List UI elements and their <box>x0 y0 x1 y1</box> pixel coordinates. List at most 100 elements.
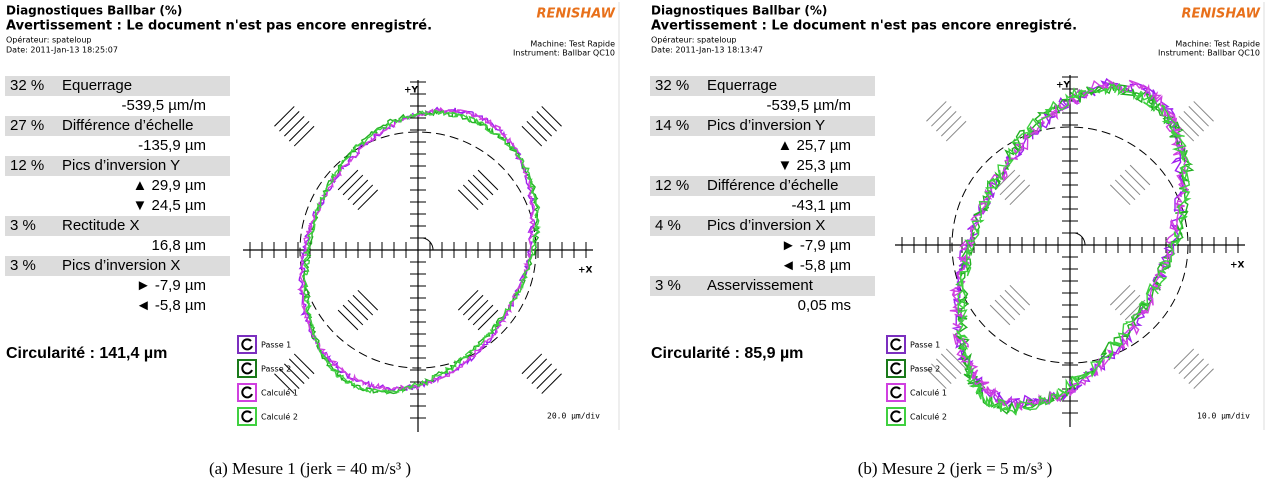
hatch <box>521 353 543 375</box>
hatch <box>477 309 499 331</box>
hatch <box>472 174 494 196</box>
diagnostic-name: Pics d’inversion Y <box>707 117 825 134</box>
title: Diagnostiques Ballbar (%) <box>6 4 182 18</box>
diagnostic-row <box>650 216 875 236</box>
warning: Avertissement : Le document n'est pas en… <box>6 19 432 34</box>
hatch <box>1114 179 1136 201</box>
hatch <box>541 106 562 127</box>
diagnostic-value: 16,8 µm <box>152 237 207 254</box>
reference-circle <box>299 131 537 369</box>
diagnostic-percent: 12 % <box>10 157 44 174</box>
diagnostic-name: Pics d’inversion X <box>707 217 825 234</box>
hatch <box>940 115 962 137</box>
hatch <box>1188 106 1209 127</box>
legend-label: Passe 2 <box>910 365 940 374</box>
trace <box>953 81 1195 415</box>
hatch <box>457 189 479 211</box>
trace <box>302 109 542 395</box>
hatch <box>1178 353 1200 375</box>
date: Date: 2011-Jan-13 18:25:07 <box>6 46 118 55</box>
hatch <box>945 120 967 142</box>
legend-label: Calculé 2 <box>910 412 947 422</box>
hatch <box>274 106 295 127</box>
hatch <box>337 309 359 331</box>
warning: Avertissement : Le document n'est pas en… <box>651 19 1077 34</box>
hatch <box>526 120 548 142</box>
diagnostic-value: ▲ 29,9 µm <box>132 177 206 194</box>
scale-label: 20.0 µm/div <box>547 412 600 421</box>
diagnostic-value: -539,5 µm/m <box>122 97 207 114</box>
hatch <box>926 101 947 122</box>
diagnostic-value: 0,05 ms <box>798 297 851 314</box>
trace <box>298 106 536 392</box>
axis-y-label: +Y <box>404 86 419 96</box>
hatch <box>279 368 300 389</box>
axis-x-label: +X <box>578 266 593 276</box>
diagnostic-value: ▼ 24,5 µm <box>132 197 206 214</box>
hatch <box>1004 179 1026 201</box>
diagnostic-name: Différence d’échelle <box>62 117 193 134</box>
machine: Machine: Test Rapide <box>530 40 615 49</box>
legend-icon <box>890 338 902 351</box>
diagnostic-row <box>5 216 230 236</box>
trace <box>955 82 1192 416</box>
diagnostic-name: Equerrage <box>707 77 777 94</box>
diagnostic-name: Pics d’inversion X <box>62 257 180 274</box>
instrument: Instrument: Ballbar QC10 <box>1158 49 1260 58</box>
diagnostic-percent: 3 % <box>10 257 36 274</box>
hatch <box>467 179 489 201</box>
hatch <box>940 353 962 375</box>
legend-icon <box>890 386 902 399</box>
circularity: Circularité : 141,4 µm <box>6 345 167 362</box>
caption: (b) Mesure 2 (jerk = 5 m/s³ ) <box>858 459 1053 478</box>
diagnostic-percent: 3 % <box>10 217 36 234</box>
hatch <box>999 294 1021 316</box>
hatch <box>457 289 479 311</box>
hatch <box>342 304 364 326</box>
diagnostic-value: ► -7,9 µm <box>136 277 206 294</box>
hatch <box>274 373 295 394</box>
hatch <box>279 111 300 132</box>
trace <box>301 109 540 395</box>
caption: (a) Mesure 1 (jerk = 40 m/s³ ) <box>209 459 411 478</box>
hatch <box>288 120 310 142</box>
hatch <box>931 106 952 127</box>
legend-icon <box>890 410 902 423</box>
hatch <box>1173 348 1195 370</box>
hatch <box>936 111 957 132</box>
hatch <box>1173 120 1195 142</box>
diagnostic-name: Pics d’inversion Y <box>62 157 180 174</box>
hatch <box>1193 368 1214 389</box>
diagnostic-percent: 27 % <box>10 117 44 134</box>
hatch <box>531 363 552 384</box>
diagnostic-percent: 14 % <box>655 117 689 134</box>
hatch <box>945 348 967 370</box>
diagnostic-row <box>5 156 230 176</box>
legend-icon <box>241 410 253 423</box>
hatch <box>337 169 359 191</box>
circularity: Circularité : 85,9 µm <box>651 345 803 362</box>
diagnostic-value: -539,5 µm/m <box>767 97 852 114</box>
legend-icon <box>241 338 253 351</box>
hatch <box>347 179 369 201</box>
hatch <box>357 289 379 311</box>
hatch <box>994 299 1016 321</box>
legend-label: Passe 2 <box>261 365 291 374</box>
diagnostic-row <box>650 276 875 296</box>
brand: RENISHAW <box>536 7 615 22</box>
hatch <box>1009 284 1031 306</box>
hatch <box>472 304 494 326</box>
diagnostic-row <box>650 116 875 136</box>
diagnostic-value: ▲ 25,7 µm <box>777 137 851 154</box>
hatch <box>1193 101 1214 122</box>
hatch <box>462 294 484 316</box>
hatch <box>1119 174 1141 196</box>
hatch <box>477 169 499 191</box>
hatch <box>288 358 310 380</box>
hatch <box>999 174 1021 196</box>
hatch <box>347 299 369 321</box>
hatch <box>284 363 305 384</box>
hatch <box>462 184 484 206</box>
hatch <box>1129 164 1151 186</box>
